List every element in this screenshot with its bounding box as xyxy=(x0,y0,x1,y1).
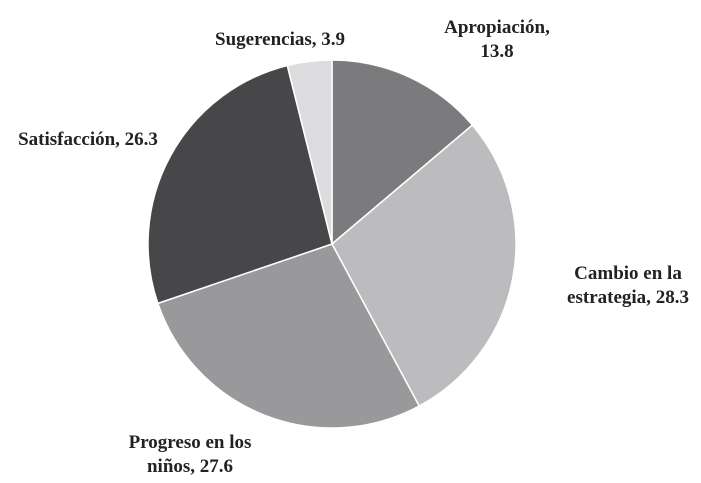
value-label: 26.3 xyxy=(124,129,158,150)
pie-slice xyxy=(147,64,333,305)
slice-label: Cambio en la estrategia, 28.3 xyxy=(541,262,701,310)
category-label: Satisfacción, xyxy=(18,129,120,150)
slice-label: Progreso en los niños, 27.6 xyxy=(115,431,265,479)
pie-slice xyxy=(331,59,474,246)
pie-slice xyxy=(331,124,517,408)
category-label: Sugerencias, xyxy=(215,29,317,50)
value-label: 27.6 xyxy=(199,456,234,477)
slice-label: Sugerencias, 3.9 xyxy=(215,28,345,52)
slice-label: Apropiación, 13.8 xyxy=(427,16,567,64)
slice-label: Satisfacción, 26.3 xyxy=(18,128,158,152)
category-label: Cambio en la estrategia, xyxy=(567,263,682,308)
category-label: Progreso en los niños, xyxy=(128,432,252,477)
value-label: 28.3 xyxy=(655,287,689,308)
pie-slice xyxy=(286,59,333,245)
value-label: 13.8 xyxy=(480,41,514,62)
category-label: Apropiación, xyxy=(444,17,550,38)
value-label: 3.9 xyxy=(321,29,346,50)
pie-slice xyxy=(156,243,421,429)
